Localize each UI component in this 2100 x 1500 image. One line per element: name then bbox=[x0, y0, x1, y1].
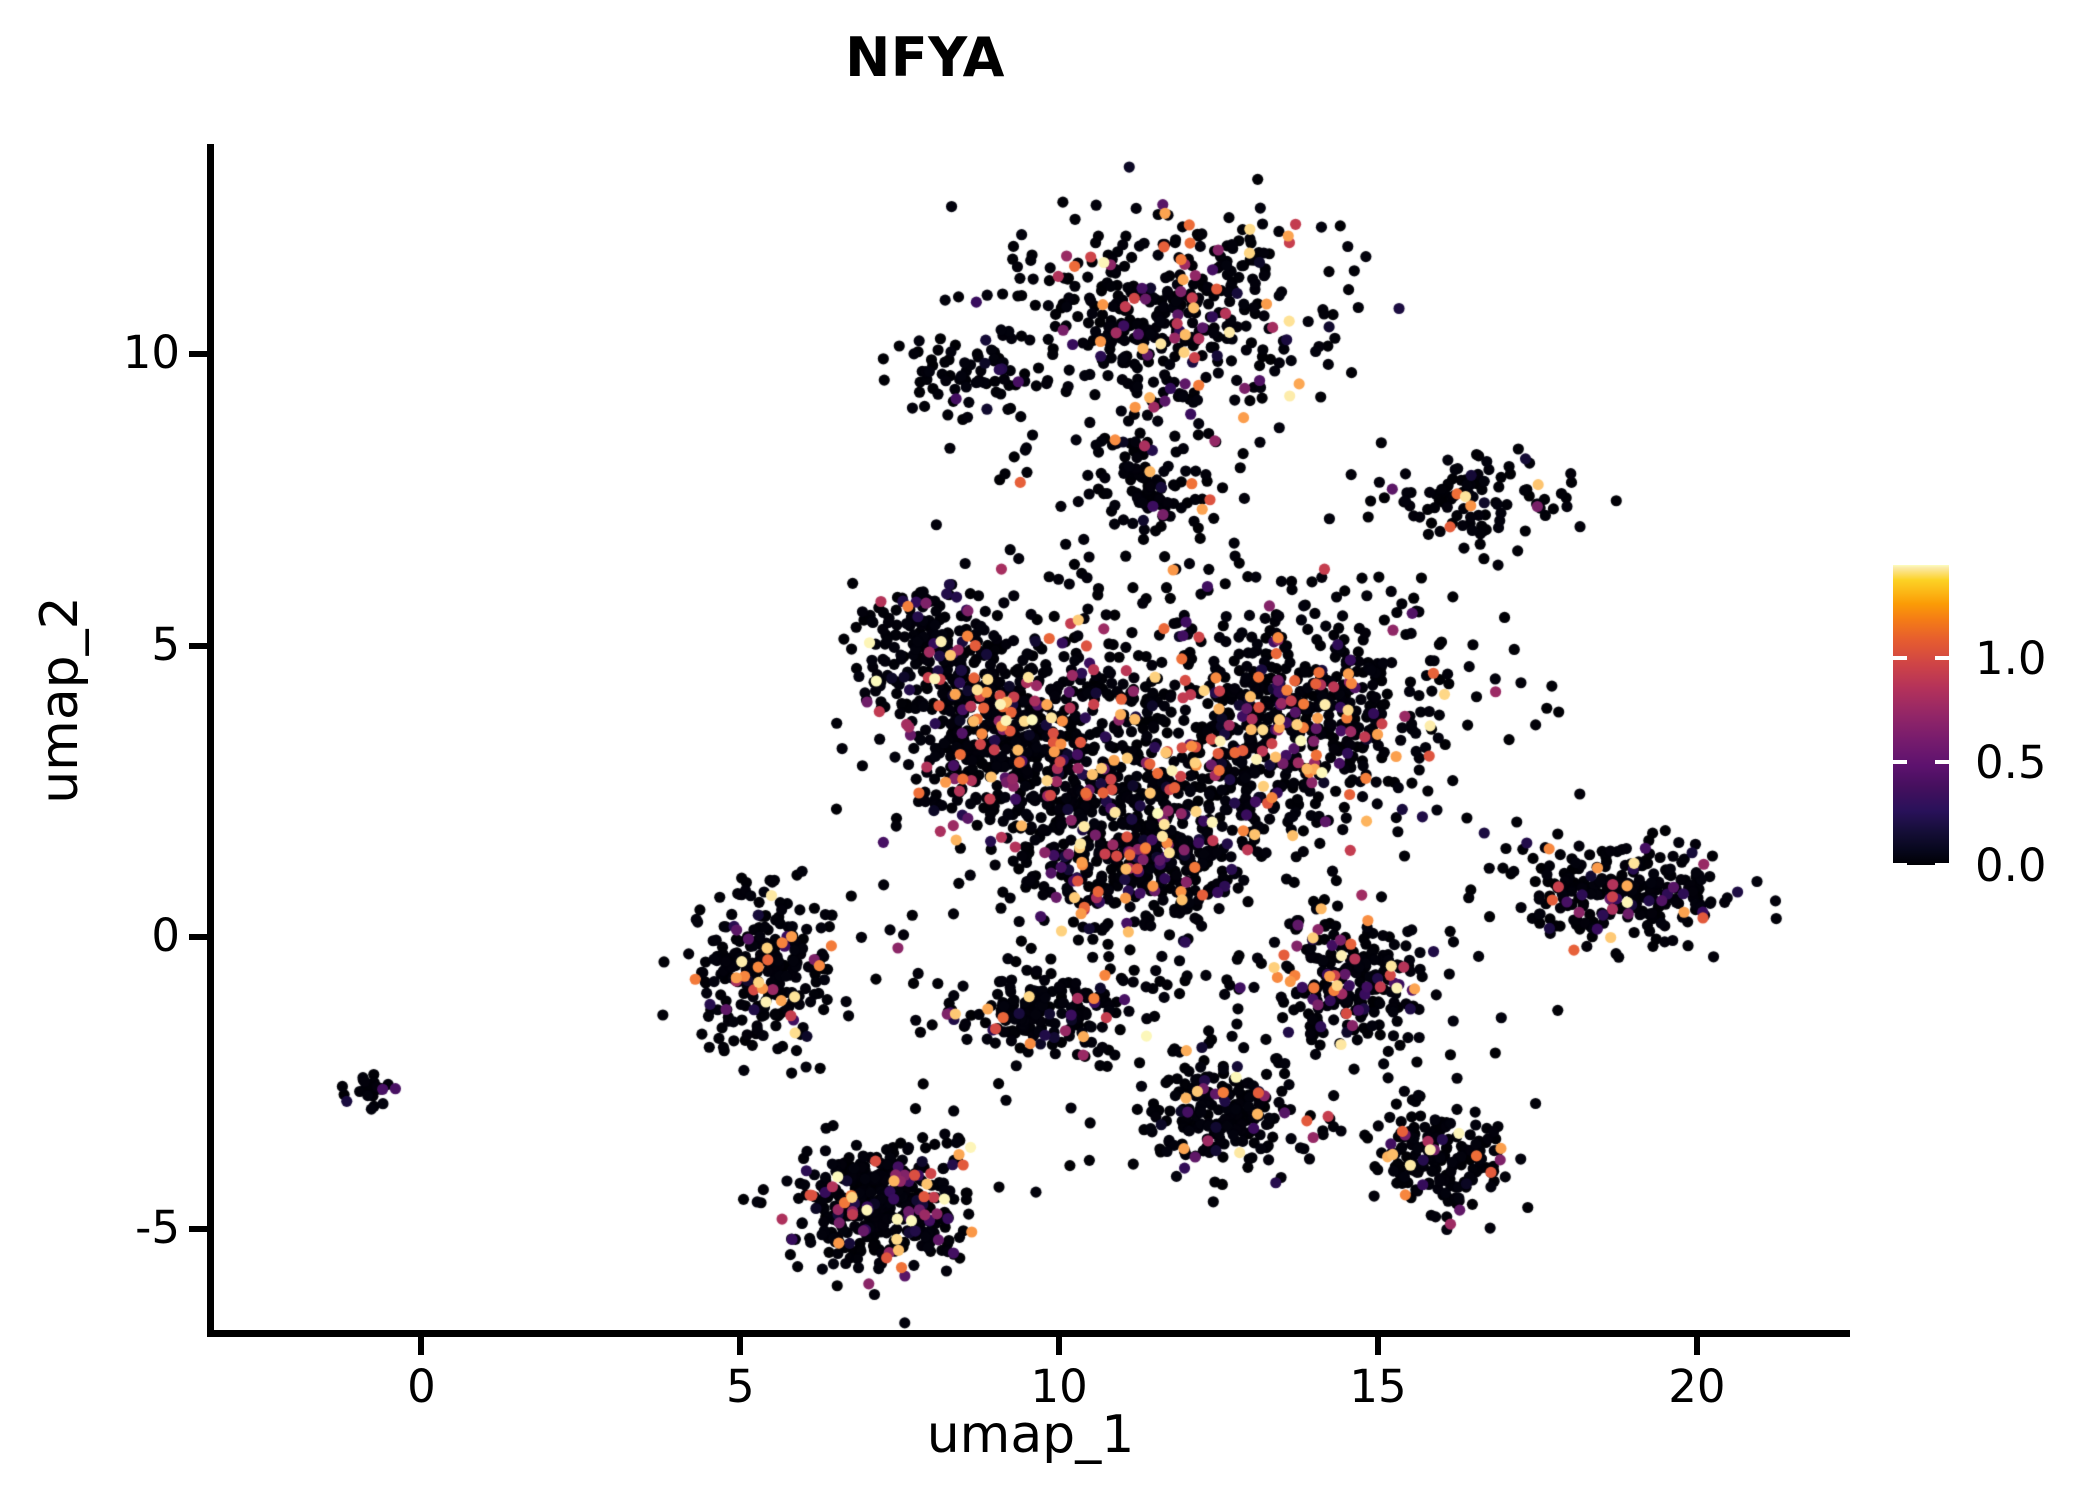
colorbar-tick-mark bbox=[1935, 863, 1949, 867]
y-tick-label: 10 bbox=[122, 326, 180, 379]
colorbar-tick-mark bbox=[1893, 863, 1907, 867]
colorbar-gradient bbox=[1893, 565, 1949, 865]
colorbar-tick-mark bbox=[1935, 656, 1949, 661]
x-tick-label: 10 bbox=[1030, 1360, 1088, 1413]
y-tick-mark bbox=[189, 934, 207, 941]
y-axis-label: umap_2 bbox=[30, 596, 90, 804]
x-axis-label: umap_1 bbox=[926, 1405, 1135, 1465]
y-tick-mark bbox=[189, 1226, 207, 1232]
plot-area bbox=[211, 144, 1850, 1334]
colorbar-tick-label: 1.0 bbox=[1975, 632, 2047, 686]
x-tick-mark bbox=[1375, 1337, 1382, 1355]
x-tick-mark bbox=[418, 1337, 425, 1355]
x-tick-label: 0 bbox=[407, 1360, 436, 1413]
colorbar bbox=[1893, 565, 1949, 867]
x-tick-label: 15 bbox=[1349, 1360, 1407, 1413]
x-tick-mark bbox=[1693, 1337, 1700, 1355]
x-tick-mark bbox=[737, 1337, 744, 1355]
x-tick-label: 5 bbox=[725, 1360, 755, 1413]
y-tick-label: -5 bbox=[135, 1201, 180, 1254]
y-axis-spine bbox=[207, 144, 214, 1334]
y-tick-label: 0 bbox=[151, 909, 180, 963]
colorbar-tick-mark bbox=[1893, 656, 1907, 661]
x-tick-mark bbox=[1056, 1337, 1063, 1355]
y-tick-mark bbox=[189, 351, 207, 357]
scatter-points-canvas bbox=[211, 144, 1850, 1334]
colorbar-tick-label: 0.5 bbox=[1975, 735, 2047, 789]
page-title: NFYA bbox=[845, 26, 1005, 89]
colorbar-tick-mark bbox=[1893, 759, 1907, 764]
x-tick-label: 20 bbox=[1668, 1360, 1726, 1413]
y-tick-label: 5 bbox=[151, 617, 180, 671]
y-tick-mark bbox=[189, 642, 207, 649]
colorbar-tick-label: 0.0 bbox=[1975, 839, 2047, 892]
colorbar-tick-mark bbox=[1935, 759, 1949, 764]
x-axis-spine bbox=[207, 1330, 1850, 1337]
